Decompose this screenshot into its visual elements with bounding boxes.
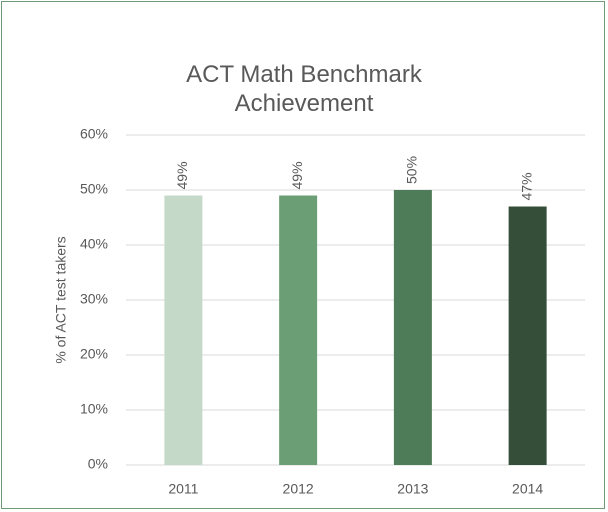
y-axis-label: % of ACT test takers bbox=[53, 236, 69, 363]
bar bbox=[508, 206, 547, 465]
y-tick-label: 30% bbox=[80, 291, 108, 307]
data-label: 47% bbox=[518, 172, 534, 200]
x-tick-label: 2012 bbox=[283, 481, 314, 497]
y-tick-label: 20% bbox=[80, 346, 108, 362]
x-tick-label: 2013 bbox=[397, 481, 428, 497]
x-tick-label: 2011 bbox=[168, 481, 198, 497]
y-tick-label: 40% bbox=[80, 236, 108, 252]
bar bbox=[279, 195, 318, 465]
bar bbox=[393, 190, 432, 465]
y-tick-label: 0% bbox=[88, 456, 108, 472]
chart-title: ACT Math Benchmark Achievement bbox=[186, 61, 422, 117]
y-tick-label: 10% bbox=[80, 401, 108, 417]
y-tick-label: 60% bbox=[80, 126, 108, 142]
data-label: 49% bbox=[289, 161, 305, 189]
y-tick-label: 50% bbox=[80, 181, 108, 197]
data-label: 50% bbox=[404, 156, 420, 184]
x-tick-label: 2014 bbox=[512, 481, 543, 497]
data-label: 49% bbox=[174, 161, 190, 189]
bar bbox=[164, 195, 203, 465]
